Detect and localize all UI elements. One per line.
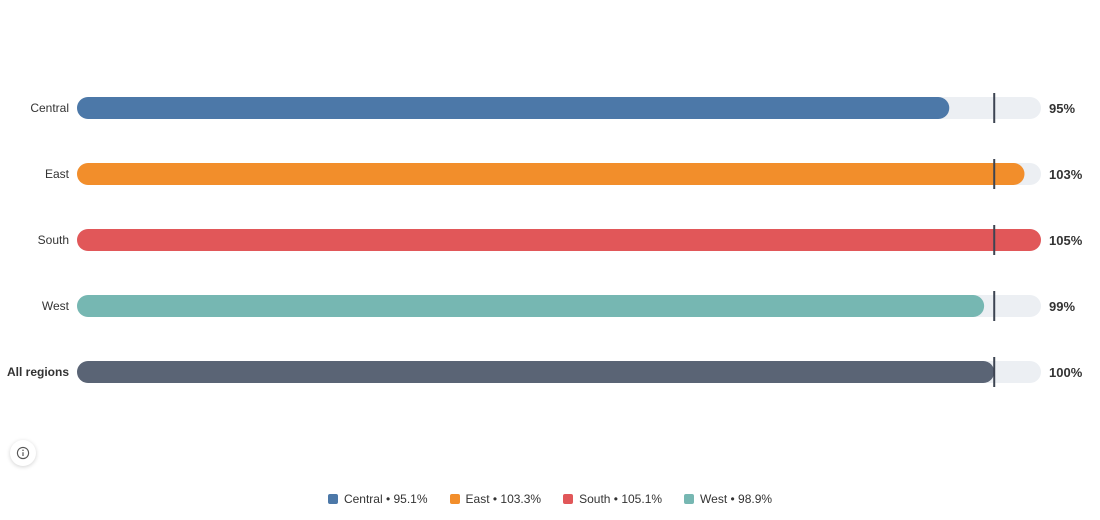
bar-central xyxy=(77,97,950,119)
info-icon xyxy=(16,446,30,460)
value-label-west: 99% xyxy=(1049,299,1075,314)
legend-item[interactable]: West • 98.9% xyxy=(684,492,772,506)
value-label-east: 103% xyxy=(1049,167,1083,182)
value-label-all-regions: 100% xyxy=(1049,365,1083,380)
category-label-east: East xyxy=(45,167,70,181)
legend-swatch xyxy=(563,494,574,504)
bar-south xyxy=(77,229,1041,251)
bar-west xyxy=(77,295,985,317)
legend-item[interactable]: East • 103.3% xyxy=(449,492,542,506)
legend-label: Central • 95.1% xyxy=(343,492,428,506)
legend-item[interactable]: Central • 95.1% xyxy=(327,492,428,506)
bar-east xyxy=(77,163,1025,185)
legend-label: East • 103.3% xyxy=(465,492,542,506)
legend-item[interactable]: South • 105.1% xyxy=(563,492,662,506)
legend-label: South • 105.1% xyxy=(579,492,663,506)
legend-swatch xyxy=(684,494,695,504)
value-label-central: 95% xyxy=(1049,101,1075,116)
value-label-south: 105% xyxy=(1049,233,1083,248)
legend: Central • 95.1% East • 103.3% South • 105.… xyxy=(0,492,1100,506)
category-label-all-regions: All regions xyxy=(7,365,69,379)
legend-swatch xyxy=(449,494,460,504)
info-button[interactable] xyxy=(10,440,36,466)
category-label-central: Central xyxy=(30,101,69,115)
legend-label: West • 98.9% xyxy=(700,492,773,506)
bullet-chart: Central 95% East 103% South 105% West 99% All re… xyxy=(7,93,1083,387)
category-label-south: South xyxy=(38,233,69,247)
bar-all-regions xyxy=(77,361,995,383)
legend-swatch xyxy=(327,494,338,504)
category-label-west: West xyxy=(42,299,70,313)
